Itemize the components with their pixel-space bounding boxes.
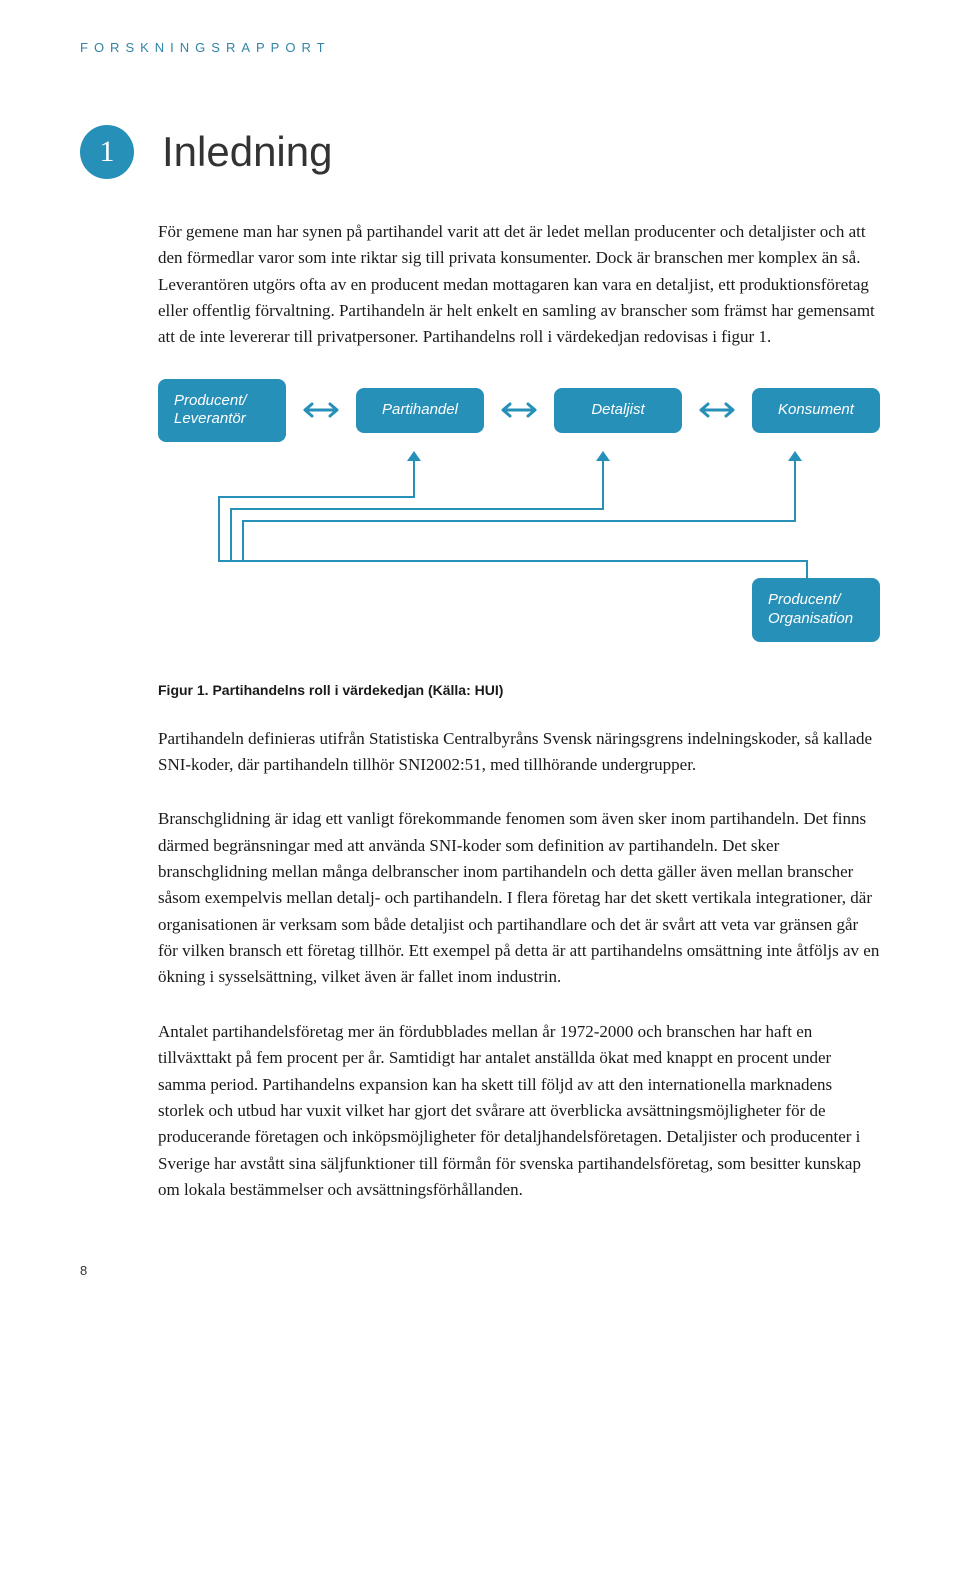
bidirectional-arrow-icon xyxy=(303,400,339,420)
connector-line xyxy=(602,456,604,508)
connector-line xyxy=(230,508,604,510)
node-partihandel: Partihandel xyxy=(356,388,484,433)
diagram-connectors xyxy=(158,450,880,570)
chapter-header: 1 Inledning xyxy=(80,125,880,179)
value-chain-diagram: Producent/ Leverantör Partihandel Detalj… xyxy=(158,379,880,642)
node-label-line: Leverantör xyxy=(174,410,246,427)
connector-line xyxy=(413,456,415,496)
node-producent-leverantor: Producent/ Leverantör xyxy=(158,379,286,443)
body-paragraph: Antalet partihandelsföretag mer än fördu… xyxy=(158,1019,880,1203)
intro-paragraph: För gemene man har synen på partihandel … xyxy=(158,219,880,351)
figure-caption: Figur 1. Partihandelns roll i värdekedja… xyxy=(158,682,880,698)
chapter-number-badge: 1 xyxy=(80,125,134,179)
node-label-line: Organisation xyxy=(768,610,853,627)
node-detaljist: Detaljist xyxy=(554,388,682,433)
connector-line xyxy=(218,496,415,498)
body-paragraph: Branschglidning är idag ett vanligt före… xyxy=(158,806,880,990)
connector-line xyxy=(242,520,244,560)
node-label-line: Producent/ xyxy=(174,392,247,409)
connector-line xyxy=(230,508,232,560)
body-paragraph: Partihandeln definieras utifrån Statisti… xyxy=(158,726,880,779)
chapter-title: Inledning xyxy=(162,128,332,176)
connector-line xyxy=(218,560,808,562)
node-label-line: Producent/ xyxy=(768,591,841,608)
connector-line xyxy=(806,560,808,578)
connector-line xyxy=(218,496,220,560)
connector-line xyxy=(242,520,796,522)
bidirectional-arrow-icon xyxy=(699,400,735,420)
node-producent-organisation: Producent/ Organisation xyxy=(752,578,880,642)
node-konsument: Konsument xyxy=(752,388,880,433)
page-number: 8 xyxy=(80,1263,880,1278)
connector-line xyxy=(794,456,796,520)
bidirectional-arrow-icon xyxy=(501,400,537,420)
report-type-label: FORSKNINGSRAPPORT xyxy=(80,40,880,55)
diagram-bottom-row: Producent/ Organisation xyxy=(158,578,880,642)
diagram-top-row: Producent/ Leverantör Partihandel Detalj… xyxy=(158,379,880,443)
